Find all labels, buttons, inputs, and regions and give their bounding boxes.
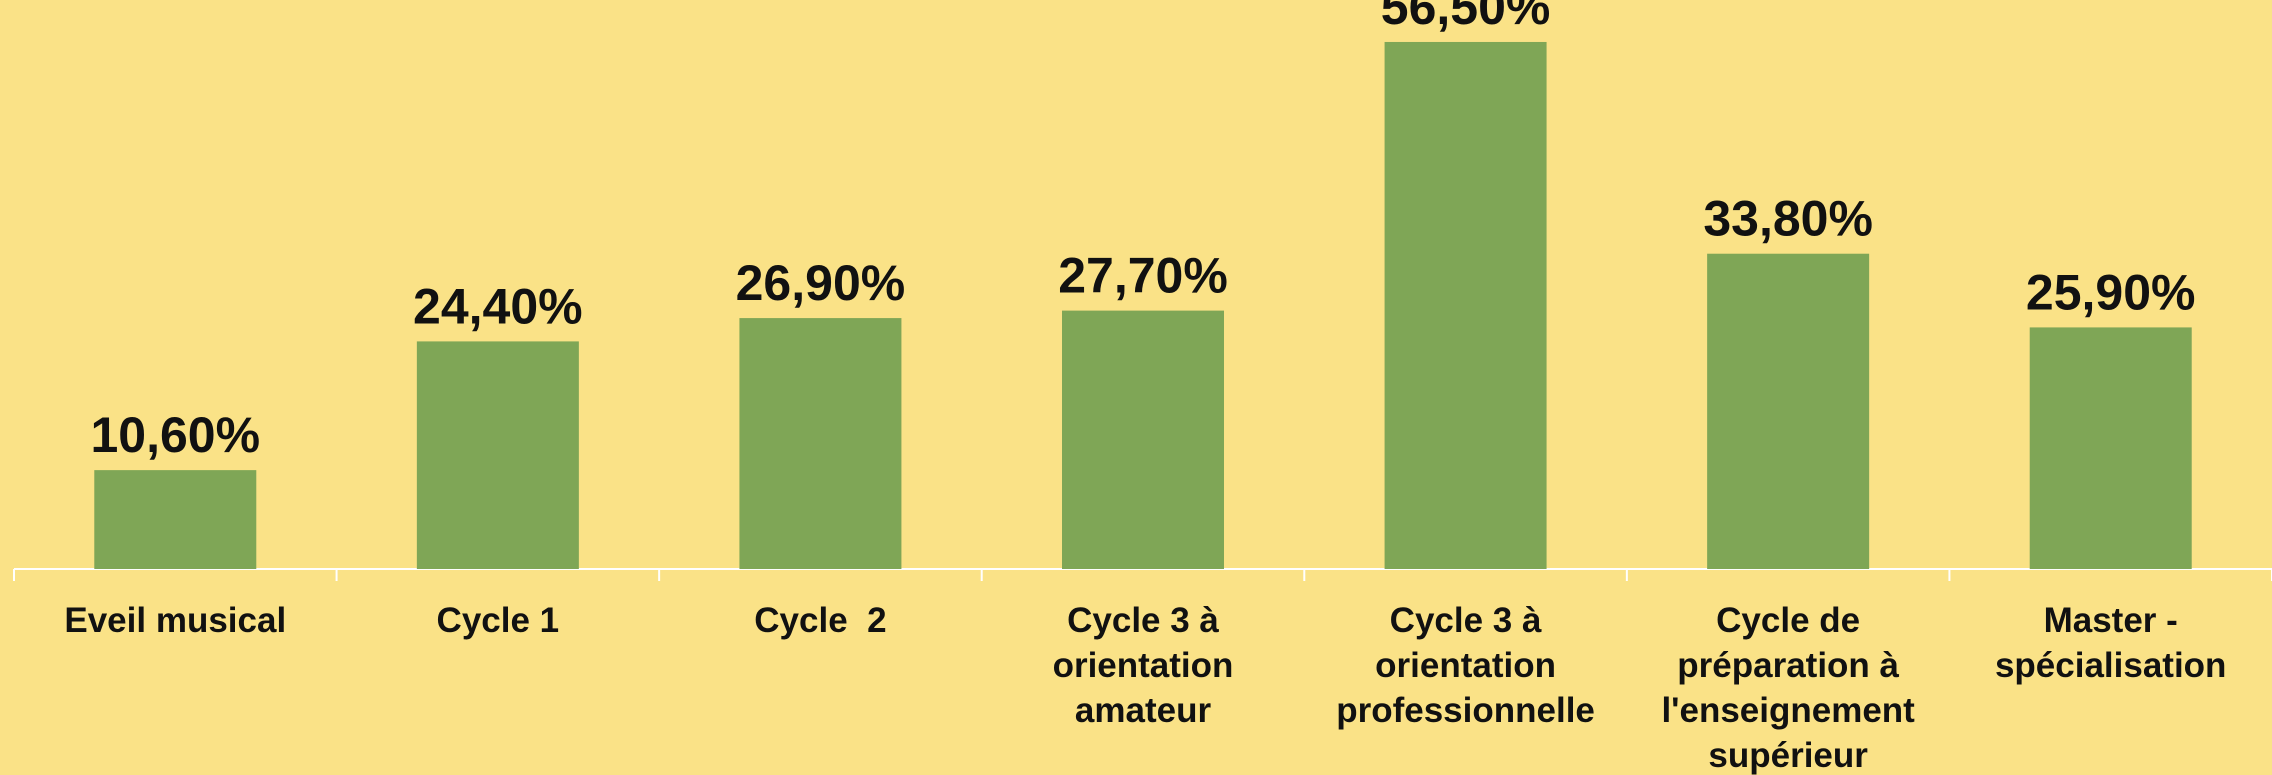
x-tick-label: Cycle 3 à orientation professionnelle (1336, 601, 1595, 730)
value-label: 24,40% (413, 278, 583, 334)
x-tick-label: Cycle 3 à orientation amateur (1052, 601, 1244, 730)
value-label: 56,50% (1381, 0, 1551, 35)
bar (1384, 41, 1547, 570)
bar (1707, 253, 1870, 570)
x-tick-label: Master - spécialisation (1994, 601, 2227, 685)
x-tick-label: Cycle 1 (436, 601, 560, 640)
value-label: 27,70% (1058, 248, 1228, 304)
x-tick-label: Cycle de préparation à l'enseignement su… (1661, 601, 1925, 775)
value-label: 26,90% (736, 255, 906, 311)
x-tick-label: Eveil musical (64, 601, 287, 640)
value-label: 10,60% (90, 407, 260, 463)
bar (1062, 310, 1224, 569)
bar (94, 470, 257, 569)
bar (2029, 327, 2192, 569)
value-label: 25,90% (2026, 264, 2196, 320)
x-tick-label: Cycle 2 (754, 601, 887, 640)
bar (416, 341, 579, 569)
value-label: 33,80% (1703, 191, 1873, 247)
bar (739, 318, 902, 569)
